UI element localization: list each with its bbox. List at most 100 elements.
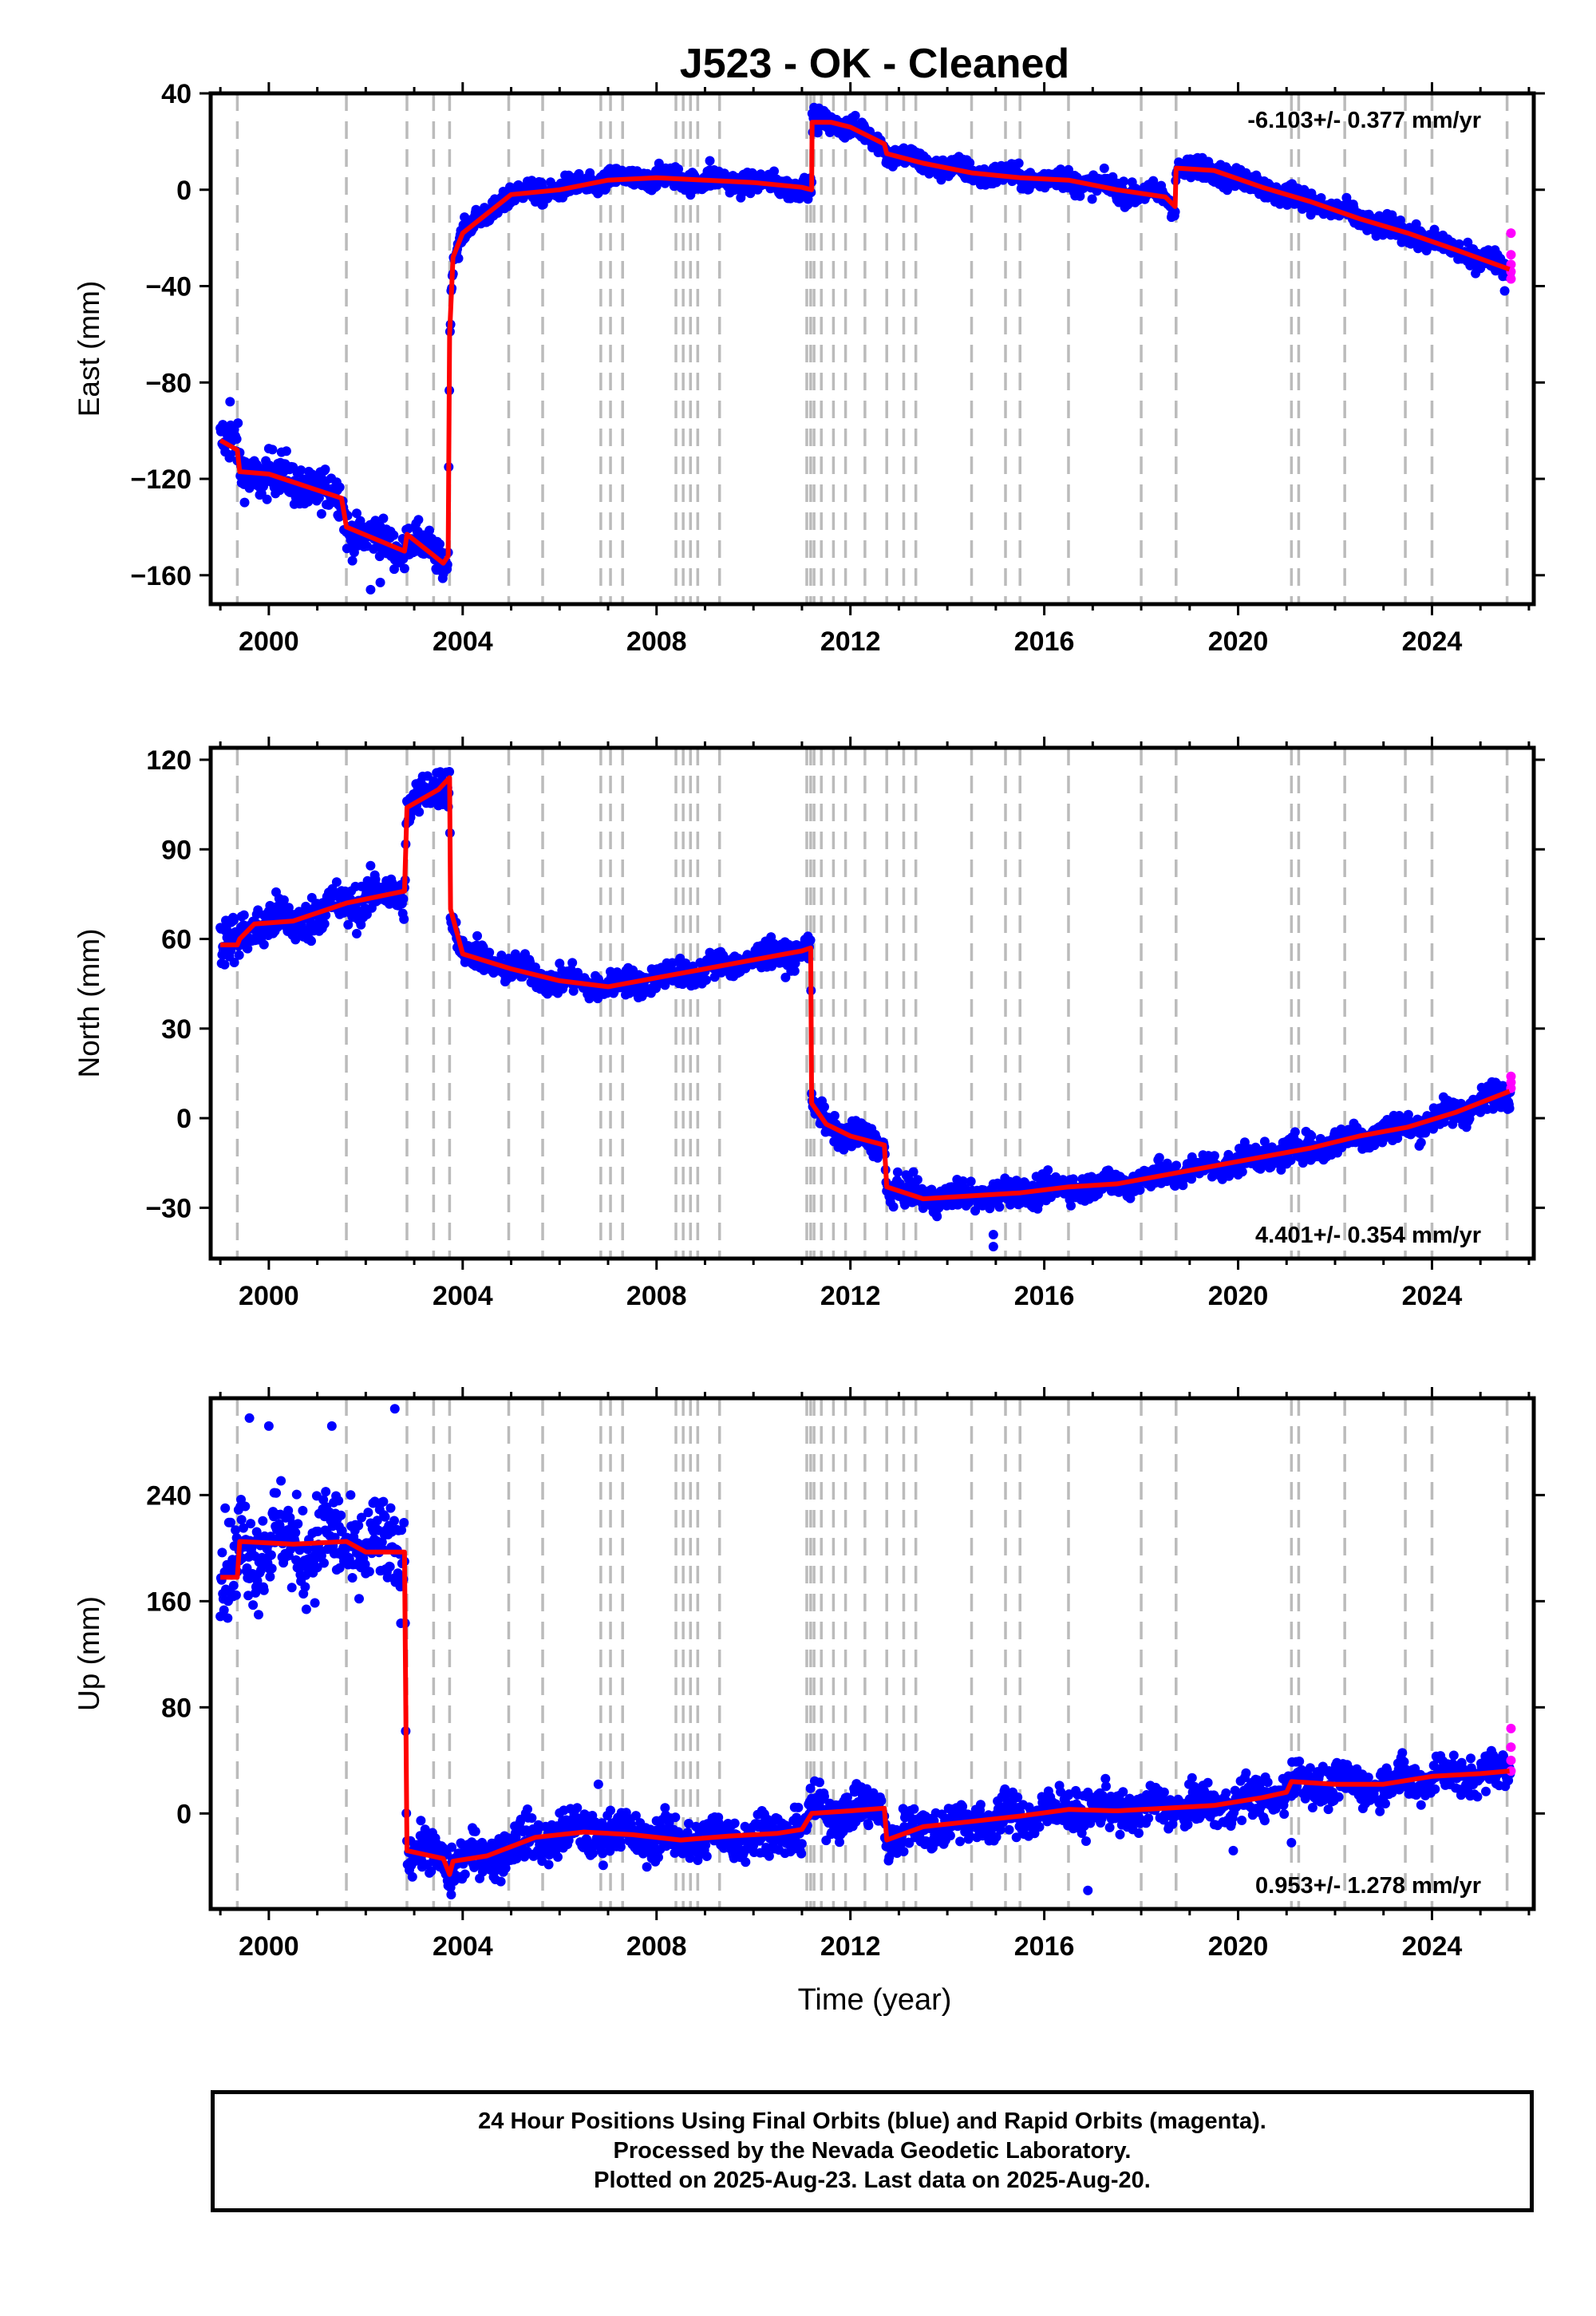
data-point xyxy=(888,1202,899,1212)
data-point xyxy=(258,1516,268,1526)
data-point xyxy=(1066,1200,1076,1211)
y-tick-label: −40 xyxy=(145,272,192,302)
up-plot-area xyxy=(215,1398,1516,1909)
data-point xyxy=(310,1598,320,1608)
data-point xyxy=(365,860,376,871)
data-point xyxy=(829,1111,839,1120)
north-axes-frame xyxy=(208,745,1536,1261)
data-point xyxy=(385,1562,395,1572)
x-tick-label: 2000 xyxy=(239,1281,299,1311)
data-point xyxy=(360,1559,370,1570)
data-point xyxy=(447,1842,457,1852)
data-point xyxy=(789,966,800,976)
data-point-outlier xyxy=(225,397,235,407)
x-tick-label: 2004 xyxy=(433,1281,493,1311)
data-point xyxy=(917,1184,927,1194)
y-tick-label: 0 xyxy=(176,1104,192,1134)
data-point xyxy=(354,1520,364,1531)
data-point xyxy=(276,1476,286,1486)
data-point xyxy=(347,1573,358,1583)
rapid-orbit-point xyxy=(1506,228,1516,239)
y-tick-label: 0 xyxy=(176,176,192,206)
data-point xyxy=(316,1551,326,1561)
data-point xyxy=(414,807,425,817)
x-tick-label: 2020 xyxy=(1208,1281,1269,1311)
data-point xyxy=(233,418,243,429)
data-point xyxy=(1411,219,1421,229)
y-tick-label: −120 xyxy=(130,464,192,495)
data-point xyxy=(352,928,361,939)
data-point xyxy=(355,516,365,526)
data-point xyxy=(343,919,354,930)
data-point xyxy=(363,1508,373,1518)
data-point xyxy=(271,1488,281,1498)
data-point xyxy=(426,1866,437,1876)
data-point xyxy=(247,1543,257,1552)
data-point xyxy=(298,1505,308,1516)
data-point xyxy=(372,1516,382,1526)
data-point xyxy=(1186,172,1196,183)
data-point xyxy=(397,1525,407,1535)
data-point xyxy=(568,986,579,996)
data-point xyxy=(1064,164,1073,175)
data-point xyxy=(530,962,540,972)
data-point xyxy=(378,513,389,524)
data-point xyxy=(281,446,291,456)
data-point xyxy=(229,958,239,967)
data-point xyxy=(1393,1133,1403,1144)
data-point xyxy=(484,947,495,958)
data-point xyxy=(357,1512,366,1523)
data-point xyxy=(291,1489,302,1500)
data-point xyxy=(496,951,507,961)
data-point xyxy=(356,919,366,930)
data-point xyxy=(231,434,242,445)
data-point xyxy=(1135,1185,1145,1196)
data-point xyxy=(398,894,409,904)
data-point xyxy=(912,1175,922,1185)
data-point xyxy=(217,1547,227,1558)
data-point xyxy=(236,1515,247,1525)
y-tick-label: −80 xyxy=(145,368,192,398)
data-point xyxy=(314,492,324,503)
data-point xyxy=(850,110,860,121)
data-point xyxy=(302,1544,313,1555)
up-panel: 2000 2004 2008 2012 2016 2020 2024240160800Up … xyxy=(73,1387,1545,1962)
data-point xyxy=(399,1518,409,1528)
data-point xyxy=(259,1585,269,1595)
data-point xyxy=(226,946,236,956)
data-point xyxy=(420,1824,430,1835)
data-point xyxy=(1448,1119,1458,1129)
data-point xyxy=(239,1542,250,1552)
data-point xyxy=(246,1519,256,1529)
data-point xyxy=(262,494,272,504)
data-point xyxy=(252,1575,263,1586)
data-point xyxy=(446,1890,456,1899)
y-tick-label: 60 xyxy=(161,925,192,955)
data-point xyxy=(279,895,289,905)
rapid-orbit-point xyxy=(1506,1071,1516,1081)
data-point xyxy=(1170,207,1180,217)
data-point xyxy=(1154,1152,1164,1163)
data-point xyxy=(399,914,409,924)
x-tick-label: 2012 xyxy=(820,1281,881,1311)
data-point xyxy=(1290,1127,1300,1137)
data-point xyxy=(425,525,435,536)
data-point xyxy=(1454,239,1464,249)
data-point xyxy=(389,530,399,540)
data-point xyxy=(994,1202,1005,1212)
data-point-outlier xyxy=(365,584,376,595)
x-tick-label: 2012 xyxy=(820,626,881,657)
data-point xyxy=(320,464,330,475)
data-point xyxy=(1043,1165,1053,1176)
data-point xyxy=(932,1211,942,1222)
x-tick-label: 2024 xyxy=(1402,626,1463,657)
data-point xyxy=(248,1600,259,1611)
y-tick-label: −30 xyxy=(145,1193,192,1223)
x-tick-label: 2008 xyxy=(626,1281,687,1311)
data-point xyxy=(1033,1199,1044,1208)
data-point xyxy=(267,1563,277,1574)
data-point xyxy=(319,919,330,929)
data-point xyxy=(347,555,358,566)
data-point xyxy=(892,1167,903,1177)
data-point xyxy=(444,767,455,777)
